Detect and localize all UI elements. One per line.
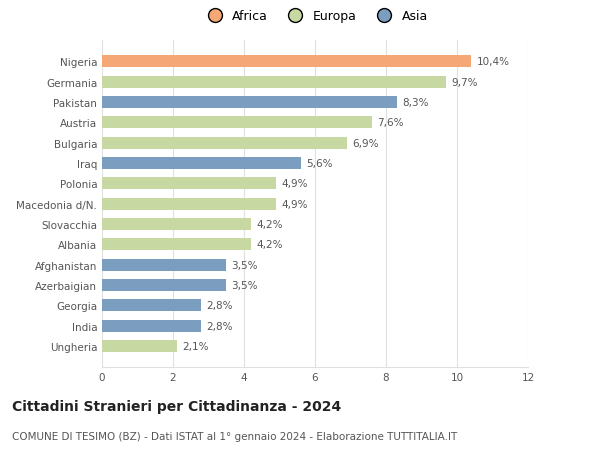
Bar (102, 157, 301, 170)
Text: 3,5%: 3,5% (232, 280, 258, 291)
Text: 4,9%: 4,9% (281, 179, 308, 189)
Bar (102, 56, 471, 68)
Bar (102, 178, 276, 190)
Text: 4,9%: 4,9% (281, 199, 308, 209)
Bar (102, 198, 276, 210)
Text: 2,1%: 2,1% (182, 341, 208, 351)
Text: 8,3%: 8,3% (402, 98, 428, 108)
Bar (102, 300, 202, 312)
Text: 4,2%: 4,2% (256, 219, 283, 230)
Bar (102, 280, 226, 291)
Legend: Africa, Europa, Asia: Africa, Europa, Asia (197, 5, 433, 28)
Bar (102, 218, 251, 230)
Text: 7,6%: 7,6% (377, 118, 404, 128)
Text: 10,4%: 10,4% (476, 57, 509, 67)
Bar (102, 320, 202, 332)
Text: 5,6%: 5,6% (306, 159, 332, 168)
Bar (102, 117, 372, 129)
Text: Cittadini Stranieri per Cittadinanza - 2024: Cittadini Stranieri per Cittadinanza - 2… (12, 399, 341, 413)
Bar (102, 340, 176, 353)
Text: COMUNE DI TESIMO (BZ) - Dati ISTAT al 1° gennaio 2024 - Elaborazione TUTTITALIA.: COMUNE DI TESIMO (BZ) - Dati ISTAT al 1°… (12, 431, 457, 442)
Text: 2,8%: 2,8% (207, 321, 233, 331)
Text: 4,2%: 4,2% (256, 240, 283, 250)
Text: 6,9%: 6,9% (352, 139, 379, 148)
Bar (102, 259, 226, 271)
Text: 2,8%: 2,8% (207, 301, 233, 311)
Bar (102, 239, 251, 251)
Text: 9,7%: 9,7% (452, 78, 478, 88)
Text: 3,5%: 3,5% (232, 260, 258, 270)
Bar (102, 137, 347, 150)
Bar (102, 76, 446, 89)
Bar (102, 97, 397, 109)
